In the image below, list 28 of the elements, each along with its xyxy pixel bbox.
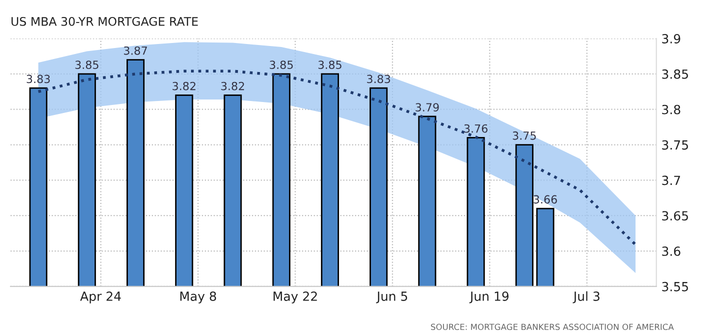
data-label: 3.83 [26,74,50,84]
y-tick-label: 3.75 [662,140,688,150]
y-tick-label: 3.55 [662,282,688,292]
x-tick-label: Jun 19 [469,292,509,304]
x-tick-label: May 8 [180,292,216,304]
y-tick-label: 3.9 [662,34,680,44]
data-label: 3.87 [124,46,147,55]
y-tick-label: 3.8 [662,104,680,114]
data-label: 3.85 [75,60,98,70]
y-tick-label: 3.85 [662,69,688,79]
x-tick-label: Jul 3 [572,291,600,304]
x-tick-label: May 22 [274,292,317,304]
data-label: 3.75 [512,131,536,140]
chart-title: US MBA 30-YR MORTGAGE RATE [12,16,198,26]
data-label: 3.83 [367,74,390,84]
data-label: 3.82 [221,82,244,90]
y-tick-label: 3.65 [662,211,688,221]
data-label: 3.66 [534,195,557,204]
y-tick-label: 3.7 [662,176,680,186]
source-note: SOURCE: MORTGAGE BANKERS ASSOCIATION OF AMERICA [430,324,674,330]
data-label: 3.79 [416,103,439,112]
y-tick-label: 3.6 [662,246,680,256]
x-tick-label: Jun 5 [376,292,408,304]
data-label: 3.85 [270,60,293,70]
data-label: 3.82 [172,82,196,90]
data-label: 3.76 [464,124,488,133]
x-tick-label: Apr 24 [80,292,121,304]
data-label: 3.85 [318,60,342,70]
